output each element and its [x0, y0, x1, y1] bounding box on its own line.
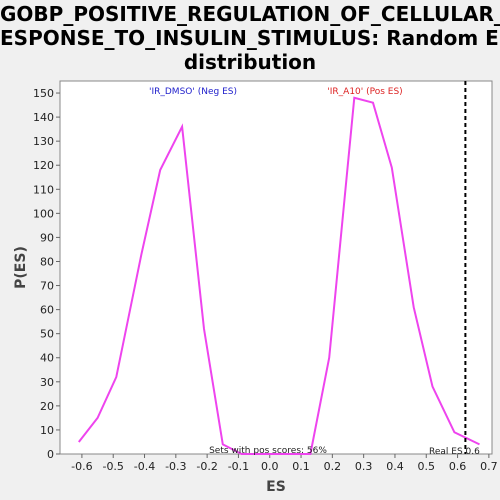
- y-axis-label: P(ES): [13, 246, 29, 289]
- x-tick-label: 0.2: [324, 460, 342, 473]
- x-tick-label: 0.3: [355, 460, 373, 473]
- y-tick-label: 70: [40, 280, 54, 293]
- y-tick-label: 150: [33, 87, 54, 100]
- x-tick-label: -0.2: [196, 460, 217, 473]
- x-tick-label: -0.1: [228, 460, 249, 473]
- x-axis-ticks: -0.6 -0.5 -0.4 -0.3 -0.2 -0.1 0.0 0.1 0.2 0.3 0.4 0…: [71, 454, 498, 473]
- x-tick-label: 0.0: [261, 460, 279, 473]
- x-tick-label: 0.1: [292, 460, 310, 473]
- y-tick-label: 10: [40, 424, 54, 437]
- x-tick-label: 0.6: [449, 460, 467, 473]
- y-tick-label: 120: [33, 159, 54, 172]
- chart-title-line-3: distribution: [183, 50, 317, 74]
- y-tick-label: 50: [40, 328, 54, 341]
- es-series-line: [78, 96, 480, 455]
- x-axis-label: ES: [266, 479, 286, 495]
- y-tick-label: 80: [40, 255, 54, 268]
- y-tick-label: 140: [33, 111, 54, 124]
- pos-scores-annotation: Sets with pos scores: 56%: [209, 446, 327, 456]
- y-tick-label: 110: [33, 183, 54, 196]
- x-tick-label: -0.6: [71, 460, 92, 473]
- y-tick-label: 60: [40, 304, 54, 317]
- series-group: [78, 96, 480, 455]
- pos-es-annotation: 'IR_A10' (Pos ES): [327, 87, 402, 97]
- y-axis-ticks: 0 10 20 30 40 50 60 70 80 90 100 110 120 130 140 150: [33, 87, 60, 461]
- x-tick-label: -0.4: [134, 460, 155, 473]
- x-tick-label: 0.5: [418, 460, 436, 473]
- y-tick-label: 30: [40, 376, 54, 389]
- y-tick-label: 90: [40, 231, 54, 244]
- real-es-annotation: Real ES 0.6: [429, 447, 480, 457]
- neg-es-annotation: 'IR_DMSO' (Neg ES): [149, 87, 237, 97]
- x-tick-label: -0.3: [165, 460, 186, 473]
- plot-area: [59, 80, 493, 455]
- y-tick-label: 20: [40, 400, 54, 413]
- y-tick-label: 0: [47, 448, 54, 461]
- x-tick-label: -0.5: [102, 460, 123, 473]
- chart-title-line-2: ESPONSE_TO_INSULIN_STIMULUS: Random ES: [0, 26, 500, 50]
- y-tick-label: 130: [33, 135, 54, 148]
- y-tick-label: 40: [40, 352, 54, 365]
- x-tick-label: 0.7: [480, 460, 498, 473]
- x-tick-label: 0.4: [386, 460, 404, 473]
- chart-title: GOBP_POSITIVE_REGULATION_OF_CELLULAR_R E…: [0, 2, 500, 74]
- y-tick-label: 100: [33, 207, 54, 220]
- chart-title-line-1: GOBP_POSITIVE_REGULATION_OF_CELLULAR_R: [0, 2, 500, 26]
